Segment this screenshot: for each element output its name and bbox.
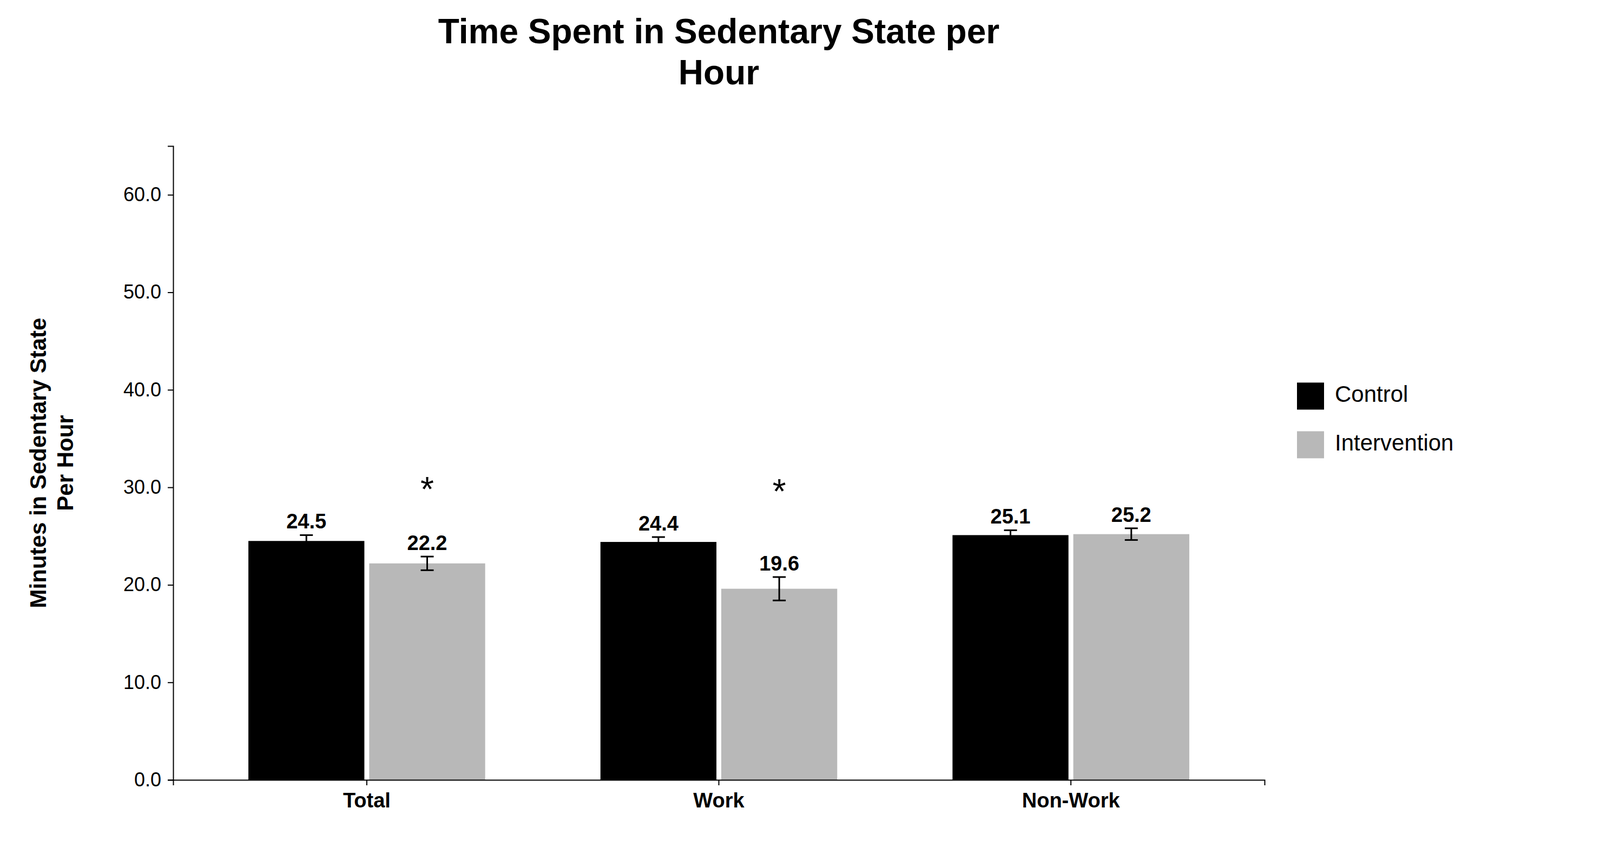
legend-swatch xyxy=(1296,382,1325,410)
error-bar-cap xyxy=(420,556,434,558)
data-label: 25.2 xyxy=(1111,503,1152,527)
y-tick-label: 60.0 xyxy=(123,183,162,206)
legend-swatch xyxy=(1296,431,1325,459)
y-tick-mark xyxy=(167,389,174,391)
data-labels: 24.5 24.4 25.1 22.2 19.6 25.2 xyxy=(286,503,1152,576)
y-tick: 50.0 xyxy=(123,280,174,304)
legend-label: Control xyxy=(1334,381,1408,407)
error-bar xyxy=(1124,528,1138,541)
series xyxy=(369,528,1190,781)
error-bar xyxy=(1004,530,1018,541)
x-tick-mark xyxy=(718,780,720,786)
x-tick-label: Work xyxy=(693,789,745,813)
y-axis-title: Minutes in Sedentary StatePer Hour xyxy=(25,318,78,609)
x-tick: Non-Work xyxy=(1022,780,1121,813)
y-tick-mark xyxy=(167,194,174,196)
data-label: 25.1 xyxy=(990,505,1031,529)
error-bar-stem xyxy=(657,537,660,548)
series xyxy=(248,530,1069,781)
error-bar xyxy=(652,537,665,548)
error-bar-cap xyxy=(1124,539,1138,542)
bar xyxy=(369,563,485,781)
data-label: 19.6 xyxy=(759,552,800,576)
y-tick-label: 50.0 xyxy=(123,280,162,304)
y-tick: 10.0 xyxy=(123,671,174,694)
y-axis-title-line: Minutes in Sedentary State xyxy=(25,318,51,609)
bar xyxy=(1073,534,1190,781)
error-bar xyxy=(299,535,313,548)
bar xyxy=(721,589,838,781)
x-tick-mark xyxy=(366,780,368,786)
data-label: 22.2 xyxy=(407,531,448,555)
legend: Control Intervention xyxy=(1296,381,1454,459)
x-tick: Work xyxy=(693,780,745,813)
error-bar-stem xyxy=(426,556,429,571)
y-tick-mark xyxy=(167,487,174,489)
annotations: ** xyxy=(420,470,787,512)
title-line: Hour xyxy=(678,53,760,92)
x-tick-mark xyxy=(1070,780,1072,786)
y-tick: 0.0 xyxy=(134,768,174,792)
bars xyxy=(248,528,1190,781)
error-bar-cap xyxy=(299,534,313,537)
y-tick-label: 0.0 xyxy=(134,768,162,792)
data-label: 24.5 xyxy=(286,510,327,533)
error-bar xyxy=(772,577,786,601)
y-axis: 0.0 10.0 20.0 30.0 40.0 50.0 60.0 xyxy=(123,146,174,792)
x-tick-label: Total xyxy=(343,789,391,813)
title: Time Spent in Sedentary State perHour xyxy=(438,11,1000,92)
y-tick: 60.0 xyxy=(123,183,174,206)
y-tick-label: 40.0 xyxy=(123,378,162,401)
y-axis-title-line: Per Hour xyxy=(52,415,78,511)
error-bar-cap xyxy=(1124,527,1138,530)
y-tick-label: 10.0 xyxy=(123,671,162,694)
y-tick-label: 30.0 xyxy=(123,476,162,499)
error-bar-stem xyxy=(305,535,308,548)
x-axis-line xyxy=(173,780,1266,787)
y-tick-mark xyxy=(167,780,174,782)
bar xyxy=(600,542,717,781)
x-tick: Total xyxy=(343,780,391,813)
legend-label: Intervention xyxy=(1334,430,1454,456)
error-bar-stem xyxy=(1009,530,1012,541)
plot: 0.0 10.0 20.0 30.0 40.0 50.0 60.0 Total Work Non-… xyxy=(123,146,1266,813)
error-bar-cap xyxy=(420,569,434,572)
error-bar-cap xyxy=(652,536,665,539)
x-axis: Total Work Non-Work xyxy=(173,780,1266,813)
data-label: 24.4 xyxy=(638,512,679,536)
error-bar-stem xyxy=(778,577,781,601)
bar xyxy=(248,541,365,781)
y-tick: 40.0 xyxy=(123,378,174,401)
x-tick-label: Non-Work xyxy=(1022,789,1121,813)
y-axis-line xyxy=(167,146,174,781)
error-bar-cap xyxy=(772,600,786,602)
legend-item: Control xyxy=(1296,381,1408,410)
y-tick-mark xyxy=(167,292,174,294)
y-tick: 20.0 xyxy=(123,573,174,596)
error-bar xyxy=(420,556,434,571)
y-tick-label: 20.0 xyxy=(123,573,162,596)
y-tick: 30.0 xyxy=(123,476,174,499)
error-bar-cap xyxy=(772,576,786,578)
error-bar-cap xyxy=(1004,529,1018,532)
error-bar-cap xyxy=(299,546,313,549)
error-bar-cap xyxy=(1004,539,1018,542)
bar xyxy=(952,535,1069,781)
annotation: * xyxy=(420,470,434,510)
y-tick-mark xyxy=(167,584,174,586)
error-bar-cap xyxy=(652,546,665,549)
chart: 0.0 10.0 20.0 30.0 40.0 50.0 60.0 Total Work Non-… xyxy=(0,0,1600,861)
title-line: Time Spent in Sedentary State per xyxy=(438,11,1000,51)
legend-item: Intervention xyxy=(1296,430,1454,459)
error-bar-stem xyxy=(1130,528,1132,541)
annotation: * xyxy=(772,472,787,512)
y-tick-mark xyxy=(167,682,174,684)
